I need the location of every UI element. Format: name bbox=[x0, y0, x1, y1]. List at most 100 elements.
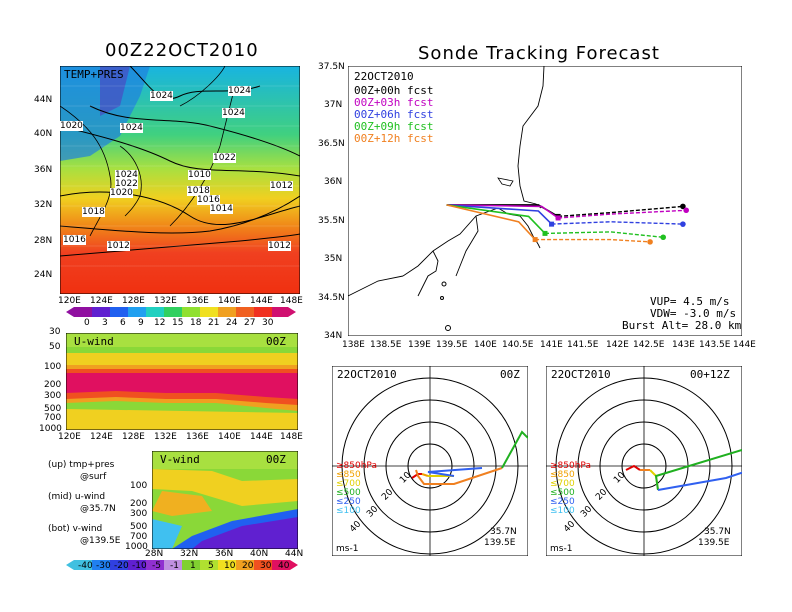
hodo2-time: 00+12Z bbox=[690, 368, 730, 381]
legend-bot-sub: @139.5E bbox=[80, 536, 121, 546]
colorbar-tick: 18 bbox=[190, 318, 202, 328]
map-lon-label: 148E bbox=[280, 296, 303, 306]
map-lat-label: 40N bbox=[34, 129, 53, 139]
isobar-label: 1012 bbox=[268, 241, 291, 251]
burst-point bbox=[542, 230, 548, 236]
map-lat-label: 36N bbox=[34, 165, 53, 175]
landing-point bbox=[680, 203, 686, 210]
track-lon-label: 142.5E bbox=[633, 340, 665, 350]
hodo1-level: ≤250 bbox=[336, 497, 361, 507]
hodo1-level: ≤500 bbox=[336, 488, 361, 498]
track-line-ascent bbox=[446, 204, 546, 234]
isobar-label: 1020 bbox=[110, 188, 133, 198]
track-lon-label: 139E bbox=[408, 340, 431, 350]
colorbar2-tick: -10 bbox=[132, 561, 147, 571]
hodo2-date: 22OCT2010 bbox=[551, 368, 611, 381]
track-lat-label: 36.5N bbox=[318, 139, 345, 149]
map-tag: TEMP+PRES bbox=[64, 68, 124, 81]
isobar-label: 1020 bbox=[60, 121, 83, 131]
track-lat-label: 37.5N bbox=[318, 62, 345, 72]
isobar-label: 1018 bbox=[187, 186, 210, 196]
param-vdw: VDW= -3.0 m/s bbox=[650, 307, 737, 320]
track-lon-label: 141.5E bbox=[567, 340, 599, 350]
hodo2-lat: 35.7N bbox=[704, 527, 731, 537]
hodo2-level: ≤250 bbox=[550, 497, 575, 507]
burst-point bbox=[549, 221, 555, 227]
isobar-label: 1022 bbox=[213, 153, 236, 163]
colorbar-tick: 27 bbox=[244, 318, 256, 328]
uwind-lon-label: 148E bbox=[280, 432, 303, 442]
hodo1-date: 22OCT2010 bbox=[337, 368, 397, 381]
hodo2-level: ≤850 bbox=[550, 470, 575, 480]
map-lat-label: 24N bbox=[34, 270, 53, 280]
param-vup: VUP= 4.5 m/s bbox=[650, 295, 730, 308]
uwind-p-label: 300 bbox=[44, 391, 62, 401]
track-lat-label: 35.5N bbox=[318, 216, 345, 226]
colorbar2-tick: 40 bbox=[278, 561, 290, 571]
right-title: Sonde Tracking Forecast bbox=[418, 43, 660, 64]
uwind-lon-label: 140E bbox=[218, 432, 241, 442]
vwind-title: V-wind bbox=[160, 453, 200, 466]
track-lat-label: 35N bbox=[324, 254, 343, 264]
uwind-lon-label: 120E bbox=[58, 432, 81, 442]
vwind-lat-label: 40N bbox=[250, 549, 269, 559]
isobar-label: 1012 bbox=[107, 241, 130, 251]
isobar-label: 1016 bbox=[63, 235, 86, 245]
isobar-label: 1016 bbox=[197, 195, 220, 205]
colorbar2-tick: 5 bbox=[208, 561, 214, 571]
track-lon-label: 140E bbox=[474, 340, 497, 350]
colorbar-tick: 24 bbox=[226, 318, 238, 328]
hodo2-level: ≤100 bbox=[550, 506, 575, 516]
uwind-p-label: 200 bbox=[44, 380, 62, 390]
track-line-ascent bbox=[446, 204, 559, 219]
track-line-descent bbox=[544, 231, 664, 238]
vwind-lat-label: 36N bbox=[215, 549, 234, 559]
fcst-legend-2: 00Z+06h fcst bbox=[354, 108, 434, 121]
hodo2-unit: ms-1 bbox=[550, 544, 573, 554]
isobar-label: 1012 bbox=[270, 181, 293, 191]
track-lon-label: 141E bbox=[540, 340, 563, 350]
map-date: 22OCT2010 bbox=[354, 70, 414, 83]
colorbar2-tick: -40 bbox=[78, 561, 93, 571]
hodo1-level: ≤700 bbox=[336, 479, 361, 489]
legend-bot: (bot) v-wind bbox=[48, 524, 103, 534]
vwind-panel bbox=[152, 451, 298, 549]
left-title: 00Z22OCT2010 bbox=[105, 40, 259, 61]
colorbar-tick: 15 bbox=[172, 318, 184, 328]
vwind-p-label: 300 bbox=[130, 509, 148, 519]
track-lon-label: 138E bbox=[342, 340, 365, 350]
track-line-ascent bbox=[446, 204, 536, 241]
hodo2-lon: 139.5E bbox=[698, 538, 730, 548]
track-lat-label: 34.5N bbox=[318, 293, 345, 303]
isobar-label: 1022 bbox=[115, 179, 138, 189]
isobar-label: 1014 bbox=[210, 204, 233, 214]
vwind-p-label: 700 bbox=[130, 532, 148, 542]
colorbar-tick: 30 bbox=[262, 318, 274, 328]
map-lon-label: 136E bbox=[186, 296, 209, 306]
legend-mid: (mid) u-wind bbox=[48, 492, 106, 502]
legend-mid-sub: @35.7N bbox=[80, 504, 116, 514]
hodo1-time: 00Z bbox=[500, 368, 520, 381]
track-lon-label: 142E bbox=[606, 340, 629, 350]
legend-up: (up) tmp+pres bbox=[48, 460, 115, 470]
hodo2-level: ≥850hPa bbox=[550, 461, 591, 471]
colorbar2-tick: -20 bbox=[114, 561, 129, 571]
colorbar2-tick: 30 bbox=[260, 561, 272, 571]
isobar-label: 1024 bbox=[120, 123, 143, 133]
colorbar2-tick: -1 bbox=[170, 561, 179, 571]
colorbar-tick: 3 bbox=[102, 318, 108, 328]
track-line-descent bbox=[558, 209, 687, 219]
hodo2-level: ≤500 bbox=[550, 488, 575, 498]
isobar-label: 1018 bbox=[82, 207, 105, 217]
hodo1-lat: 35.7N bbox=[490, 527, 517, 537]
uwind-panel bbox=[66, 333, 298, 430]
uwind-lon-label: 144E bbox=[250, 432, 273, 442]
track-line-ascent bbox=[446, 204, 553, 225]
vwind-lat-label: 32N bbox=[180, 549, 199, 559]
isobar-label: 1024 bbox=[222, 108, 245, 118]
uwind-lon-label: 124E bbox=[90, 432, 113, 442]
track-lon-label: 139.5E bbox=[436, 340, 468, 350]
map-lat-label: 28N bbox=[34, 236, 53, 246]
isobar-label: 1010 bbox=[188, 170, 211, 180]
uwind-p-label: 1000 bbox=[39, 424, 62, 434]
